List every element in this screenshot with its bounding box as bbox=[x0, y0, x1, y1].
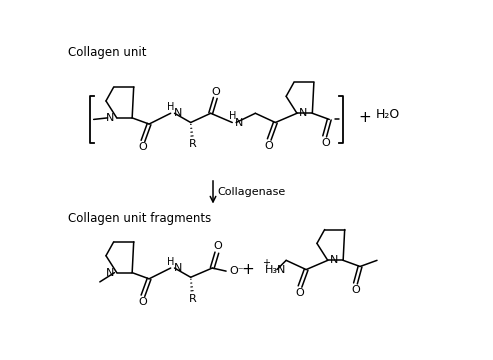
Text: H: H bbox=[167, 102, 175, 112]
Text: N: N bbox=[235, 117, 244, 127]
Text: Collagenase: Collagenase bbox=[217, 187, 286, 197]
Text: R: R bbox=[189, 294, 197, 304]
Text: O: O bbox=[213, 242, 222, 252]
Text: H₃N: H₃N bbox=[265, 265, 286, 275]
Text: N: N bbox=[106, 113, 114, 123]
Text: O⁻: O⁻ bbox=[229, 266, 244, 276]
Text: N: N bbox=[174, 108, 182, 118]
Text: R: R bbox=[189, 139, 197, 149]
Text: O: O bbox=[139, 142, 147, 152]
Text: N: N bbox=[330, 255, 338, 265]
Text: O: O bbox=[352, 285, 360, 294]
Text: H₂O: H₂O bbox=[376, 108, 400, 121]
Text: O: O bbox=[265, 141, 274, 150]
Text: O: O bbox=[211, 87, 220, 97]
Text: +: + bbox=[358, 111, 371, 125]
Text: +: + bbox=[241, 262, 254, 277]
Text: N: N bbox=[299, 108, 308, 118]
Text: Collagen unit: Collagen unit bbox=[68, 46, 147, 59]
Text: O: O bbox=[139, 297, 147, 307]
Text: Collagen unit fragments: Collagen unit fragments bbox=[68, 212, 211, 225]
Text: N: N bbox=[174, 263, 182, 273]
Text: O: O bbox=[296, 288, 304, 298]
Text: O: O bbox=[321, 138, 330, 148]
Text: H: H bbox=[229, 111, 236, 121]
Text: +: + bbox=[262, 258, 270, 269]
Text: N: N bbox=[106, 268, 114, 278]
Text: H: H bbox=[167, 257, 175, 267]
